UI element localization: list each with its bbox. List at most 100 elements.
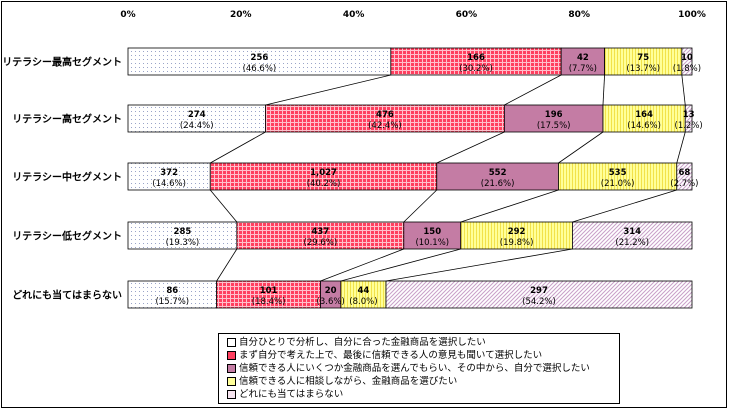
x-tick-label: 20% [230,10,252,20]
bar-segment [676,162,693,191]
bar-segment [560,47,605,76]
data-label-percent: (19.3%) [166,238,200,248]
legend-item: 信頼できる人にいくつか金融商品を選んでもらい、その中から、自分で選択したい [227,362,619,375]
data-label-percent: (15.7%) [155,297,189,307]
bar-segment [503,104,604,133]
data-label-percent: (18.4%) [252,297,286,307]
bar-segment [572,221,693,250]
data-label-percent: (30.2%) [459,64,493,74]
data-label-count: 285 [174,227,192,237]
data-label-percent: (1.2%) [675,121,703,131]
connector-line [210,131,266,164]
legend-label: 信頼できる人にいくつか金融商品を選んでもらい、その中から、自分で選択したい [239,363,590,374]
bar-segment [604,47,683,76]
data-label-count: 437 [311,227,329,237]
data-label-count: 1,027 [310,168,337,178]
bar-segment [558,162,678,191]
bar-segment [236,221,405,250]
bar-segment [340,280,387,309]
category-label: リテラシー高セグメント [12,113,122,126]
data-label-percent: (46.6%) [243,64,277,74]
connector-line [460,189,559,223]
data-label-count: 75 [637,53,649,63]
data-label-percent: (54.2%) [522,297,556,307]
data-label-count: 150 [423,227,441,237]
bar-segment [403,221,462,250]
category-label: どれにも当てはまらない [12,289,122,302]
connector-line [320,248,404,282]
data-label-percent: (10.1%) [415,238,449,248]
connector-line [265,74,391,106]
connector-line [602,74,605,106]
bar-segment [127,47,392,76]
x-tick-label: 40% [343,10,365,20]
data-label-percent: (8.0%) [349,297,377,307]
x-axis-ticks: 0% 20% 40% 60% 80% 100% [120,10,706,20]
data-label-count: 256 [251,53,269,63]
connector-line [572,189,677,223]
category-label: リテラシー低セグメント [12,230,122,243]
connector-line [504,74,562,106]
data-label-count: 314 [623,227,641,237]
data-label-count: 101 [260,286,278,296]
data-label-count: 68 [678,168,690,178]
data-label-percent: (21.2%) [615,238,649,248]
data-label-count: 164 [635,110,653,120]
connector-line [385,248,573,282]
legend-swatch [227,364,236,373]
data-label-percent: (13.7%) [626,64,660,74]
bar-segment [127,162,211,191]
bar-segment [602,104,686,133]
category-label: リテラシー最高セグメント [2,56,122,69]
legend-swatch [227,377,236,386]
connector-line [436,131,505,164]
data-label-percent: (19.8%) [500,238,534,248]
legend-swatch [227,390,236,399]
connector-line [209,189,238,223]
bar-segment [127,221,238,250]
category-label: リテラシー中セグメント [12,171,122,184]
data-label-count: 42 [577,53,589,63]
bar-segment [127,280,218,309]
data-label-percent: (24.4%) [180,121,214,131]
connector-lines [209,74,686,282]
data-label-percent: (29.6%) [304,238,338,248]
legend-swatch [227,351,236,360]
legend-item: 自分ひとりで分析し、自分に合った金融商品を選択したい [227,336,619,349]
data-label-count: 297 [530,286,548,296]
data-label-percent: (2.7%) [670,179,698,189]
bar-segment [390,47,562,76]
legend: 自分ひとりで分析し、自分に合った金融商品を選択したい まず自分で考えた上で、最後… [218,333,620,404]
data-label-percent: (42.4%) [368,121,402,131]
connector-line [340,248,461,282]
bar-segment [460,221,573,250]
legend-item: どれにも当てはまらない [227,388,619,401]
data-label-count: 196 [545,110,563,120]
data-label-percent: (17.5%) [537,121,571,131]
bar-segment [436,162,559,191]
legend-label: 自分ひとりで分析し、自分に合った金融商品を選択したい [239,337,486,348]
legend-item: まず自分で考えた上で、最後に信頼できる人の意見も聞いて選択したい [227,349,619,362]
data-label-count: 44 [358,286,370,296]
x-tick-label: 0% [120,10,135,20]
data-label-percent: (7.7%) [569,64,597,74]
x-tick-label: 60% [456,10,478,20]
connector-line [558,131,604,164]
data-label-percent: (14.6%) [627,121,661,131]
bar-segment [684,104,693,133]
legend-item: 信頼できる人に相談しながら、金融商品を選びたい [227,375,619,388]
data-label-count: 274 [188,110,206,120]
connector-line [681,74,686,106]
y-axis-labels: リテラシー最高セグメントリテラシー高セグメントリテラシー中セグメントリテラシー低… [2,56,122,302]
legend-swatch [227,338,236,347]
data-label-count: 476 [376,110,394,120]
data-label-count: 292 [508,227,526,237]
data-labels: 256(46.6%)166(30.2%)42(7.7%)75(13.7%)10(… [152,53,702,307]
data-label-count: 86 [166,286,178,296]
bar-segments [127,47,693,309]
x-tick-label: 100% [678,10,706,20]
legend-label: まず自分で考えた上で、最後に信頼できる人の意見も聞いて選択したい [239,350,543,361]
legend-label: 信頼できる人に相談しながら、金融商品を選びたい [239,376,458,387]
